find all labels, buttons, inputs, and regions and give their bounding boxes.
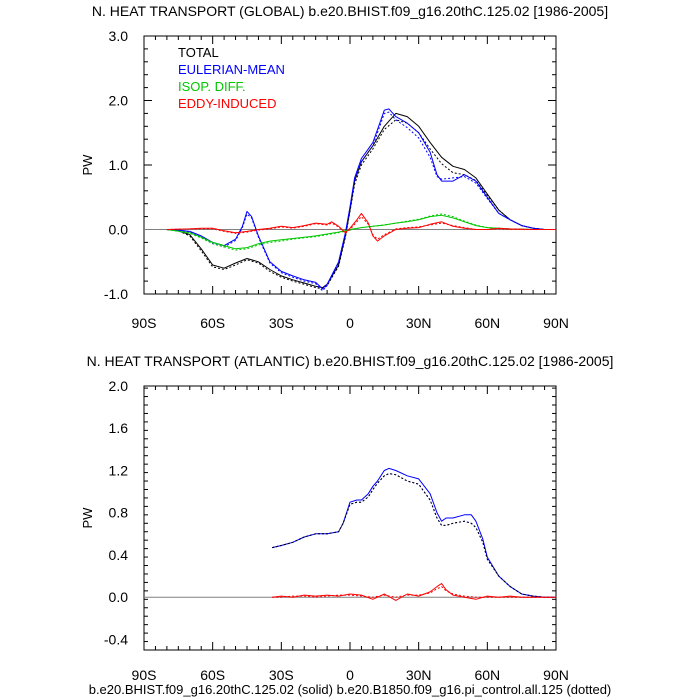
y-tick-label: 0.0 xyxy=(109,222,129,238)
x-tick-label: 60S xyxy=(200,667,225,683)
y-tick-label: 0.0 xyxy=(109,589,129,605)
y-tick-label: -0.4 xyxy=(104,631,128,647)
x-tick-label: 90S xyxy=(132,667,157,683)
x-tick-label: 90N xyxy=(543,667,569,683)
chart-title: N. HEAT TRANSPORT (GLOBAL) b.e20.BHIST.f… xyxy=(92,3,608,19)
series-line-total-control xyxy=(272,473,556,598)
y-tick-label: -1.0 xyxy=(104,286,128,302)
series-line-eddy-induced xyxy=(166,212,556,242)
y-tick-label: 3.0 xyxy=(109,28,129,44)
series-line-total xyxy=(166,112,556,289)
legend-entry: TOTAL xyxy=(178,45,219,60)
legend-entry: EULERIAN-MEAN xyxy=(178,62,285,77)
plot-frame xyxy=(143,385,557,651)
series-line-eddy-induced-control xyxy=(272,586,556,598)
legend-entry: EDDY-INDUCED xyxy=(178,96,276,111)
series-line-isop-diff xyxy=(166,214,556,250)
x-tick-label: 90S xyxy=(132,315,157,331)
x-tick-label: 60S xyxy=(200,315,225,331)
footer-caption: b.e20.BHIST.f09_g16.20thC.125.02 (solid)… xyxy=(89,682,612,697)
legend: TOTAL EULERIAN-MEAN ISOP. DIFF. EDDY-INDUCE… xyxy=(178,45,285,111)
global-chart: N. HEAT TRANSPORT (GLOBAL) b.e20.BHIST.f… xyxy=(80,3,608,331)
series-line-eulerian-mean xyxy=(166,108,556,290)
x-tick-label: 30S xyxy=(269,315,294,331)
y-tick-label: 1.2 xyxy=(109,462,129,478)
y-tick-label: 1.6 xyxy=(109,420,129,436)
series-line-total-control xyxy=(166,119,556,290)
x-tick-label: 90N xyxy=(543,315,569,331)
series-line-eulerian-mean-control xyxy=(166,111,556,292)
series-line-eulerian-mean xyxy=(272,467,556,598)
series-line-eddy-induced xyxy=(272,583,556,601)
y-tick-label: 2.0 xyxy=(109,93,129,109)
x-tick-label: 30N xyxy=(406,667,432,683)
x-tick-label: 60N xyxy=(474,667,500,683)
y-tick-label: 0.8 xyxy=(109,505,129,521)
series-line-eddy-induced-control xyxy=(166,216,556,240)
x-tick-label: 0 xyxy=(346,315,354,331)
legend-entry: ISOP. DIFF. xyxy=(178,79,246,94)
y-tick-label: 1.0 xyxy=(109,157,129,173)
x-tick-label: 30N xyxy=(406,315,432,331)
y-tick-label: 0.4 xyxy=(109,547,129,563)
x-tick-label: 60N xyxy=(474,315,500,331)
x-tick-label: 0 xyxy=(346,667,354,683)
x-tick-label: 30S xyxy=(269,667,294,683)
chart-title: N. HEAT TRANSPORT (ATLANTIC) b.e20.BHIST… xyxy=(87,353,614,369)
y-tick-label: 2.0 xyxy=(109,378,129,394)
series-line-eulerian-mean-control xyxy=(272,473,556,598)
y-axis-label: PW xyxy=(80,154,95,176)
atlantic-chart: N. HEAT TRANSPORT (ATLANTIC) b.e20.BHIST… xyxy=(80,353,613,683)
y-axis-label: PW xyxy=(80,507,95,529)
